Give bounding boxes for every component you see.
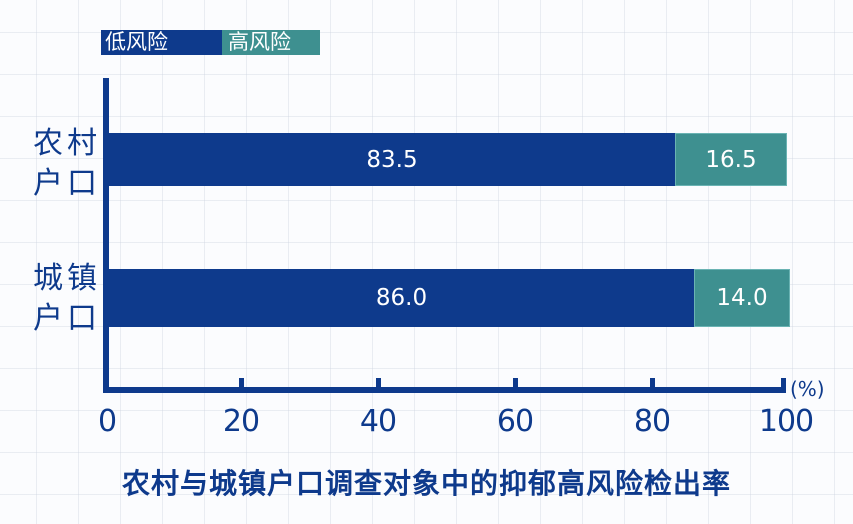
x-tick-label: 40 bbox=[359, 404, 397, 439]
x-tick-40 bbox=[376, 378, 381, 390]
x-tick-label: 100 bbox=[758, 404, 814, 439]
bar-segment-high-risk: 16.5 bbox=[675, 133, 787, 186]
category-label-line: 户口 bbox=[33, 301, 101, 336]
y-axis bbox=[103, 78, 109, 392]
legend-item-low-risk: 低风险 bbox=[101, 30, 222, 55]
category-label-line: 户口 bbox=[33, 166, 101, 201]
legend: 低风险 高风险 bbox=[101, 30, 320, 55]
x-tick-60 bbox=[513, 378, 518, 390]
bar-urban: 86.0 14.0 bbox=[109, 269, 790, 327]
category-label-urban: 城镇 户口 bbox=[33, 259, 103, 339]
chart-title: 农村与城镇户口调查对象中的抑郁高风险检出率 bbox=[121, 467, 731, 500]
bar-segment-high-risk: 14.0 bbox=[694, 269, 790, 327]
category-label-line: 城镇 bbox=[33, 261, 101, 296]
category-label-rural: 农村 户口 bbox=[33, 124, 103, 204]
x-tick-label: 80 bbox=[633, 404, 671, 439]
category-label-line: 农村 bbox=[33, 126, 101, 161]
bar-segment-low-risk: 86.0 bbox=[109, 269, 694, 327]
x-tick-label: 20 bbox=[222, 404, 260, 439]
x-axis-unit: (%) bbox=[790, 377, 825, 401]
x-axis bbox=[103, 387, 786, 393]
x-tick-label: 60 bbox=[496, 404, 534, 439]
x-tick-20 bbox=[239, 378, 244, 390]
bar-rural: 83.5 16.5 bbox=[109, 133, 787, 186]
legend-item-high-risk: 高风险 bbox=[222, 30, 320, 55]
x-tick-100 bbox=[781, 378, 786, 390]
x-tick-80 bbox=[650, 378, 655, 390]
bar-segment-low-risk: 83.5 bbox=[109, 133, 675, 186]
x-tick-label: 0 bbox=[97, 404, 117, 439]
